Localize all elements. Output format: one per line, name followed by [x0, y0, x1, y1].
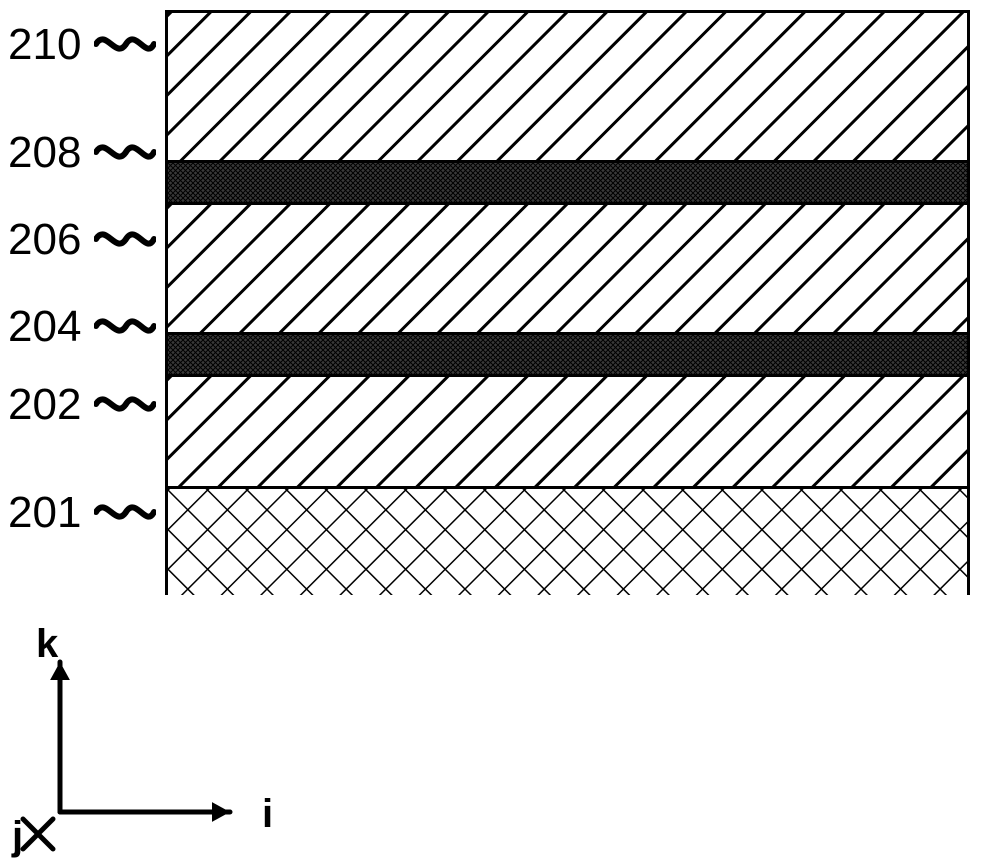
figure-canvas: k i j 210 208 206 204 202 201	[0, 0, 1000, 865]
layer-label-204: 204	[8, 302, 81, 352]
leader-201	[94, 502, 156, 532]
layer-label-201: 201	[8, 488, 81, 538]
axis-label-k: k	[36, 622, 58, 667]
leader-202	[94, 394, 156, 424]
layer-label-208: 208	[8, 128, 81, 178]
axis-label-j: j	[12, 814, 23, 859]
leader-206	[94, 229, 156, 259]
leader-204	[94, 316, 156, 346]
axes	[0, 0, 1000, 865]
layer-label-206: 206	[8, 215, 81, 265]
leader-210	[94, 34, 156, 64]
leader-208	[94, 142, 156, 172]
layer-label-202: 202	[8, 380, 81, 430]
axis-label-i: i	[262, 792, 273, 837]
layer-label-210: 210	[8, 20, 81, 70]
